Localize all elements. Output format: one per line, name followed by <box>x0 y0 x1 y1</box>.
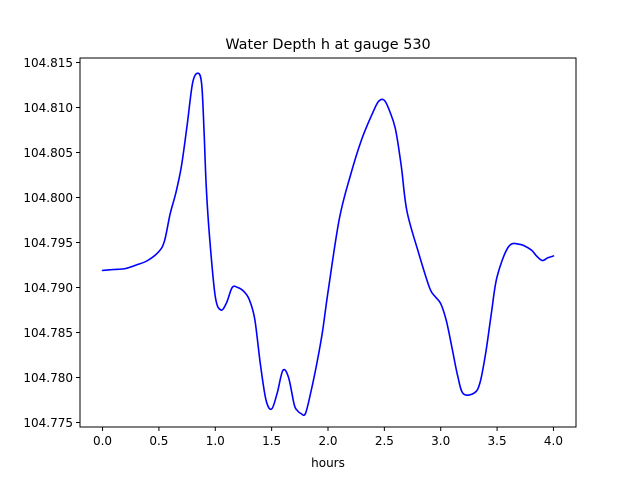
x-axis-label: hours <box>311 456 345 470</box>
y-tick-label: 104.775 <box>23 416 73 430</box>
x-tick-label: 4.0 <box>544 434 563 448</box>
x-tick-label: 3.0 <box>431 434 450 448</box>
y-tick-label: 104.785 <box>23 326 73 340</box>
x-tick-label: 3.5 <box>488 434 507 448</box>
x-tick-label: 2.0 <box>318 434 337 448</box>
x-axis-ticks: 0.0 0.5 1.0 1.5 2.0 2.5 3.0 3.5 4.0 <box>93 427 563 448</box>
plot-area-frame <box>79 57 577 428</box>
y-tick-label: 104.815 <box>23 56 73 70</box>
chart-title: Water Depth h at gauge 530 <box>225 37 430 53</box>
y-tick-label: 104.790 <box>23 281 73 295</box>
y-tick-label: 104.810 <box>23 101 73 115</box>
x-tick-label: 1.0 <box>206 434 225 448</box>
x-tick-label: 0.5 <box>149 434 168 448</box>
y-tick-label: 104.795 <box>23 236 73 250</box>
y-tick-label: 104.780 <box>23 371 73 385</box>
y-axis-ticks: 104.775 104.780 104.785 104.790 104.795 104.8… <box>23 56 80 430</box>
x-tick-label: 1.5 <box>262 434 281 448</box>
x-tick-label: 2.5 <box>375 434 394 448</box>
series-line <box>101 72 555 417</box>
y-tick-label: 104.800 <box>23 191 73 205</box>
x-tick-label: 0.0 <box>93 434 112 448</box>
y-tick-label: 104.805 <box>23 146 73 160</box>
